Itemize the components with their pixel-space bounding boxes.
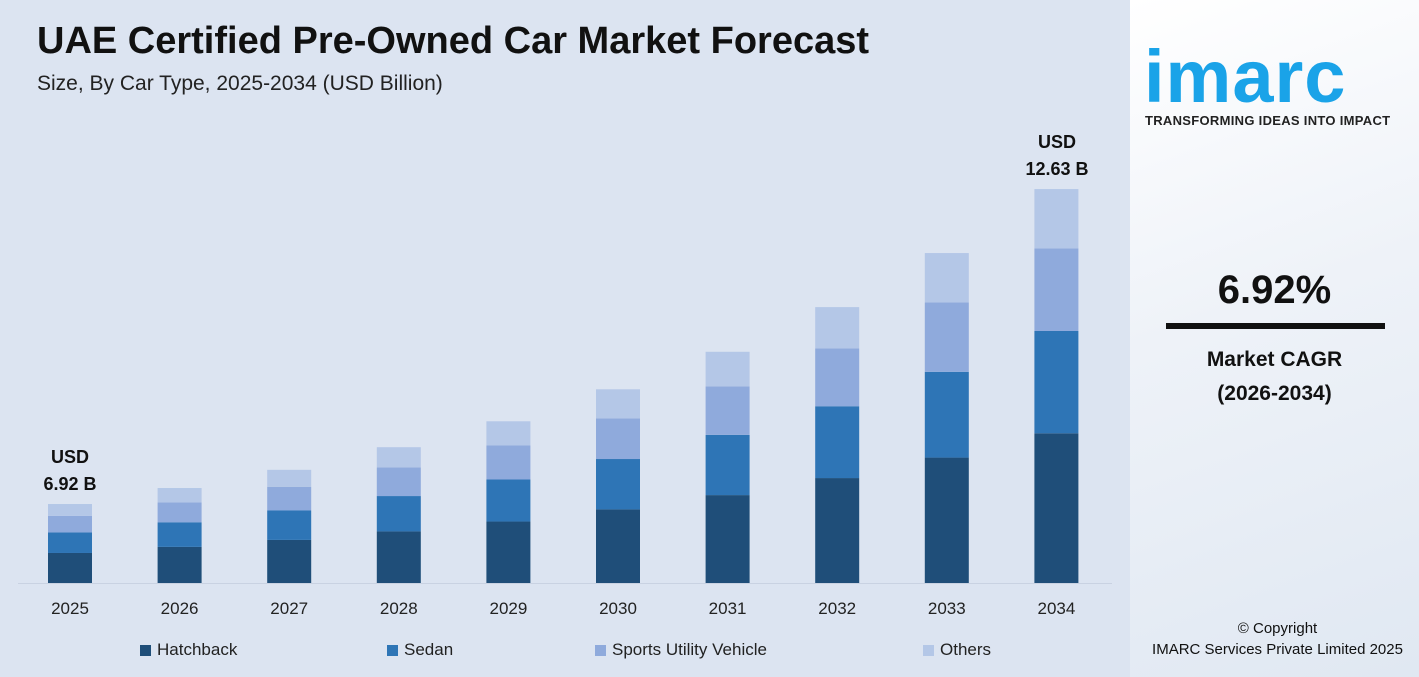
bar-sports-utility-vehicle-2025 xyxy=(48,515,92,533)
divider xyxy=(1166,323,1385,329)
bar-others-2031 xyxy=(705,351,750,387)
legend-hatchback: Hatchback xyxy=(140,640,387,660)
bar-others-2028 xyxy=(376,447,421,468)
x-tick-label: 2031 xyxy=(709,599,747,618)
cagr-value: 6.92% xyxy=(1217,268,1332,312)
x-tick-label: 2029 xyxy=(489,599,527,618)
bar-hatchback-2031 xyxy=(705,495,750,583)
bar-sedan-2027 xyxy=(267,510,312,540)
x-tick-label: 2032 xyxy=(818,599,856,618)
chart-panel: UAE Certified Pre-Owned Car Market Forec… xyxy=(10,20,1117,660)
bar-others-2026 xyxy=(157,488,202,503)
x-tick-label: 2025 xyxy=(51,599,89,618)
bar-sedan-2026 xyxy=(157,522,202,547)
end-label-unit: USD xyxy=(1037,132,1076,152)
bar-sedan-2031 xyxy=(705,434,750,496)
bar-hatchback-2029 xyxy=(486,521,531,583)
x-tick-label: 2027 xyxy=(270,599,308,618)
bar-sedan-2025 xyxy=(48,532,92,553)
bar-sports-utility-vehicle-2034 xyxy=(1034,248,1079,331)
bar-sports-utility-vehicle-2032 xyxy=(815,348,860,407)
legend-label: Others xyxy=(940,640,992,659)
bar-others-2029 xyxy=(486,421,531,446)
bar-sports-utility-vehicle-2029 xyxy=(486,445,531,480)
bar-hatchback-2034 xyxy=(1034,433,1079,583)
x-tick-label: 2028 xyxy=(380,599,418,618)
bar-sedan-2032 xyxy=(815,406,860,479)
copyright-line1: © Copyright xyxy=(1237,620,1318,637)
bar-chart: 2025 2026 2027 2028 2029 2030 2031 2032 2033 2034 xyxy=(18,189,1112,618)
legend-sedan: Sedan xyxy=(387,640,595,660)
bar-sedan-2030 xyxy=(596,459,640,510)
x-tick-label: 2033 xyxy=(928,599,966,618)
copyright: © Copyright IMARC Services Private Limite… xyxy=(1130,618,1419,660)
bar-sedan-2033 xyxy=(924,371,969,458)
info-sidebar: imarc TRANSFORMING IDEAS INTO IMPACT 6.9… xyxy=(1130,0,1419,677)
bar-others-2032 xyxy=(815,307,860,349)
bar-sports-utility-vehicle-2031 xyxy=(705,386,750,435)
bar-hatchback-2026 xyxy=(157,546,202,583)
legend-swatch xyxy=(140,644,151,656)
chart-subtitle: Size, By Car Type, 2025-2034 (USD Billio… xyxy=(37,72,443,95)
bar-others-2027 xyxy=(267,469,312,487)
x-tick-label: 2026 xyxy=(161,599,199,618)
bar-hatchback-2033 xyxy=(924,457,969,583)
legend-label: Sedan xyxy=(404,640,454,659)
bar-hatchback-2027 xyxy=(267,539,312,583)
legend-swatch xyxy=(387,644,398,656)
copyright-line2: IMARC Services Private Limited 2025 xyxy=(1152,641,1403,658)
bar-hatchback-2025 xyxy=(48,552,92,583)
bar-sedan-2028 xyxy=(376,496,421,532)
legend-label: Sports Utility Vehicle xyxy=(612,640,767,659)
bar-hatchback-2030 xyxy=(596,509,640,583)
cagr-period: (2026-2034) xyxy=(1217,382,1332,405)
chart-title: UAE Certified Pre-Owned Car Market Forec… xyxy=(37,20,870,62)
x-tick-label: 2030 xyxy=(599,599,637,618)
logo-tagline: TRANSFORMING IDEAS INTO IMPACT xyxy=(1145,113,1391,128)
legend-label: Hatchback xyxy=(157,640,238,659)
legend-others: Others xyxy=(923,640,991,660)
bar-hatchback-2028 xyxy=(376,531,421,583)
bar-sports-utility-vehicle-2026 xyxy=(157,502,202,523)
bar-hatchback-2032 xyxy=(815,478,860,583)
bar-sedan-2029 xyxy=(486,479,531,522)
bar-sedan-2034 xyxy=(1034,330,1079,434)
start-value-label: USD 6.92 B xyxy=(10,444,130,498)
bar-others-2025 xyxy=(48,504,92,516)
bar-sports-utility-vehicle-2027 xyxy=(267,486,312,511)
imarc-logo: imarc xyxy=(1144,35,1347,118)
legend-swatch xyxy=(595,644,606,656)
legend-swatch xyxy=(923,644,934,656)
bar-others-2034 xyxy=(1034,189,1079,249)
cagr-label-text: Market CAGR xyxy=(1206,348,1343,371)
start-label-unit: USD xyxy=(50,447,89,467)
legend: Hatchback Sedan Sports Utility Vehicle O… xyxy=(140,640,991,660)
start-label-value: 6.92 B xyxy=(43,474,97,494)
bar-sports-utility-vehicle-2030 xyxy=(596,418,640,460)
cagr-label: Market CAGR (2026-2034) xyxy=(1130,343,1419,411)
bar-sports-utility-vehicle-2033 xyxy=(924,302,969,372)
x-tick-label: 2034 xyxy=(1037,599,1075,618)
end-value-label: USD 12.63 B xyxy=(997,129,1117,183)
legend-suv: Sports Utility Vehicle xyxy=(595,640,923,660)
end-label-value: 12.63 B xyxy=(1025,159,1089,179)
bar-sports-utility-vehicle-2028 xyxy=(376,467,421,497)
bar-others-2033 xyxy=(924,253,969,303)
bar-others-2030 xyxy=(596,389,640,419)
